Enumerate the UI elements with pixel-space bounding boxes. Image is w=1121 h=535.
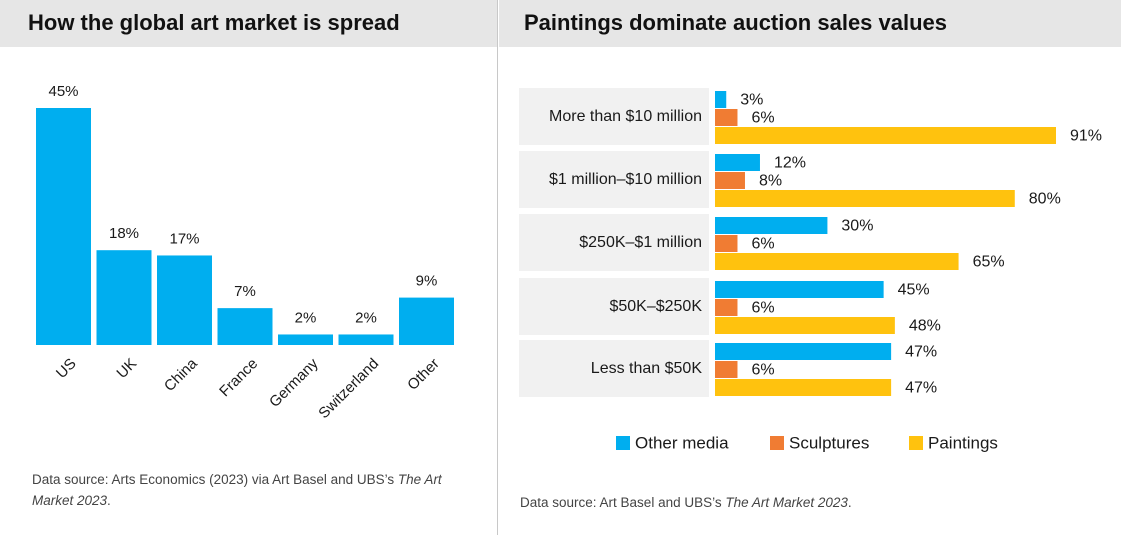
bar-value-label: 18% [109,225,139,242]
bar-value-label: 91% [1070,128,1102,145]
category-label: France [216,355,261,400]
bar-other-media [715,343,892,360]
right-source-title: The Art Market 2023 [725,495,848,510]
bar-us [36,108,91,345]
bar-other [399,297,454,345]
bar-value-label: 7% [234,283,256,300]
bar-paintings [715,127,1056,144]
category-label: $50K–$250K [609,298,702,315]
bar-value-label: 48% [909,318,941,335]
bar-value-label: 80% [1029,191,1061,208]
bar-value-label: 8% [759,173,782,190]
left-chart-title: How the global art market is spread [28,10,400,35]
category-band [519,278,709,335]
category-label: Switzerland [315,355,382,422]
bar-value-label: 17% [169,230,199,247]
legend-swatch-sculptures [770,436,784,450]
right-source-end: . [847,495,852,510]
right-panel: Paintings dominate auction sales values … [499,0,1121,535]
bar-value-label: 45% [48,83,78,100]
bar-value-label: 2% [295,309,317,326]
bar-sculptures [715,235,738,252]
legend-swatch-paintings [909,436,923,450]
bar-france [217,308,273,345]
bar-uk [96,250,152,345]
bar-value-label: 6% [751,236,774,253]
category-label: $1 million–$10 million [549,171,702,188]
bar-other-media [715,154,760,171]
right-chart-title: Paintings dominate auction sales values [524,10,948,35]
bar-value-label: 6% [751,362,774,379]
category-label: Other [404,355,443,394]
bar-value-label: 47% [905,344,937,361]
bar-other-media [715,91,727,108]
category-label: UK [113,355,140,382]
category-label: Germany [266,355,322,411]
right-source-text: Data source: Art Basel and UBS’s [520,495,726,510]
bar-value-label: 45% [898,282,930,299]
category-label: More than $10 million [549,108,702,125]
bar-value-label: 6% [751,300,774,317]
market-share-bar-chart: 45% US 18% UK 17% China 7% France 2% Germany 2% Swi… [36,83,454,422]
bar-sculptures [715,299,738,316]
bar-other-media [715,281,884,298]
bar-sculptures [715,109,738,126]
left-header: How the global art market is spread [0,0,497,47]
bar-value-label: 9% [416,273,438,290]
category-band [519,151,709,208]
left-source-title: The Art Market 2023 [32,472,442,508]
category-label: China [161,355,201,395]
category-label: $250K–$1 million [579,234,702,251]
bar-value-label: 47% [905,380,937,397]
right-header: Paintings dominate auction sales values [499,0,1121,47]
bar-paintings [715,253,959,270]
bar-value-label: 65% [973,254,1005,271]
left-source-end: . [107,493,111,508]
category-band [519,214,709,271]
legend-label: Sculptures [789,433,869,452]
bar-value-label: 2% [355,309,377,326]
legend-label: Other media [635,433,729,452]
bar-value-label: 30% [841,218,873,235]
bar-value-label: 3% [740,92,763,109]
bar-other-media [715,217,828,234]
bar-value-label: 6% [751,110,774,127]
left-panel: How the global art market is spread 45% U… [0,0,497,535]
bar-switzerland [338,334,394,345]
bar-paintings [715,317,895,334]
right-data-source: Data source: Art Basel and UBS’s The Art… [520,492,1100,513]
bar-germany [278,334,333,345]
category-label: Less than $50K [591,360,703,377]
left-source-text: Data source: Arts Economics (2023) via A… [32,472,398,487]
bar-value-label: 12% [774,155,806,172]
category-band [519,340,709,397]
bar-china [157,255,212,345]
panel-divider [497,0,498,535]
bar-paintings [715,379,892,396]
bar-sculptures [715,361,738,378]
legend-swatch-other-media [616,436,630,450]
bar-sculptures [715,172,745,189]
category-label: US [53,355,80,382]
category-band [519,88,709,145]
bar-paintings [715,190,1015,207]
legend-label: Paintings [928,433,998,452]
left-data-source: Data source: Arts Economics (2023) via A… [32,469,472,511]
